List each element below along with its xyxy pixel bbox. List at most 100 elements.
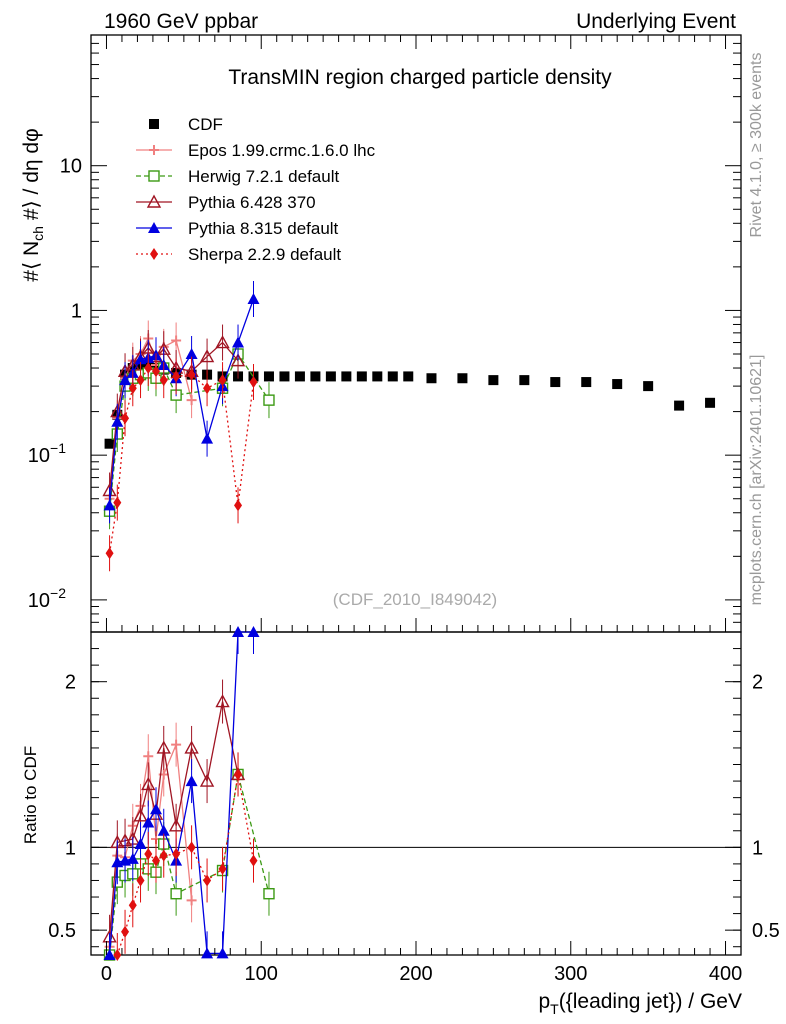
data-point-CDF [387,371,398,382]
data-point-Sherpa [128,382,137,395]
ratio-point-Sherpa [121,925,130,938]
data-point-CDF [372,371,383,382]
ratio-point-Pythia6 [215,694,230,708]
main-plot-title: TransMIN region charged particle density [228,66,612,89]
analysis-watermark: (CDF_2010_I849042) [333,590,497,609]
ratio-point-Pythia8 [150,803,162,815]
data-point-Pythia8 [232,336,245,348]
ratio-point-Pythia6 [199,773,215,787]
y-tick-label: 1 [71,300,82,322]
y-tick-exponent: −2 [50,585,66,601]
ratio-point-Sherpa [144,847,153,860]
data-point-CDF [294,371,305,382]
ratio-plot-frame [90,631,742,956]
legend: CDF Epos 1.99.crmc.1.6.0 lhc Herwig 7.2.1 … [136,115,376,264]
data-point-CDF [643,381,654,392]
data-point-Pythia6 [199,349,215,363]
data-point-Epos [186,395,197,406]
data-point-Sherpa [187,368,196,381]
data-point-Pythia8 [185,348,198,360]
data-point-Pythia6 [230,353,246,367]
ratio-plot-series [102,626,275,961]
data-point-CDF [426,373,437,384]
data-point-CDF [519,375,530,386]
ratio-point-Pythia8 [126,852,139,864]
ratio-point-Pythia6 [168,818,184,832]
data-point-Sherpa [218,374,227,387]
data-point-Sherpa [113,496,122,509]
ratio-y-tick-label-right: 2 [752,672,763,694]
data-point-Pythia8 [111,415,124,427]
ratio-point-Pythia8 [134,838,147,850]
ratio-point-Pythia8 [142,816,155,828]
ratio-y-tick-label-right: 1 [752,837,763,859]
ratio-y-tick-label: 2 [65,672,76,694]
ratio-point-Sherpa [113,949,122,961]
x-tick-label: 0 [101,963,112,985]
data-point-Sherpa [159,374,168,387]
header-right: Underlying Event [576,10,736,33]
legend-label-Sherpa: Sherpa 2.2.9 default [188,245,341,264]
x-tick-label: 400 [709,963,742,985]
ratio-line-Pythia6 [108,701,239,937]
data-point-Sherpa [121,412,130,425]
data-point-Pythia6 [215,335,230,349]
y-tick-label: 10−1 [28,440,66,467]
data-point-CDF [325,371,336,382]
legend-label-Epos: Epos 1.99.crmc.1.6.0 lhc [188,141,376,160]
legend-marker-Herwig [148,170,160,182]
ratio-point-Epos [171,739,182,750]
data-point-Sherpa [136,374,145,387]
ratio-point-Pythia6 [156,740,171,754]
legend-marker-Epos [149,145,159,155]
data-point-CDF [457,373,468,384]
legend-marker-Pythia8 [148,222,160,233]
y-tick-exponent: −1 [50,440,66,456]
legend-marker-Sherpa [150,248,158,260]
data-point-CDF [674,400,685,411]
legend-label-Herwig: Herwig 7.2.1 default [188,167,339,186]
ratio-point-Pythia8 [157,824,170,836]
ratio-point-Sherpa [187,841,196,854]
data-point-CDF [341,371,352,382]
ratio-y-tick-label-right: 0.5 [752,920,780,942]
ratio-y-axis-label: Ratio to CDF [21,746,40,844]
ratio-point-Pythia8 [232,626,245,637]
data-point-CDF [279,371,290,382]
ratio-point-Herwig [170,888,182,900]
rivet-version-label: Rivet 4.1.0, ≥ 300k events [748,53,765,238]
legend-label-Pythia6: Pythia 6.428 370 [188,193,316,212]
ratio-point-Pythia8 [216,947,229,959]
data-point-Epos [171,335,182,346]
legend-marker-CDF [149,119,159,129]
ratio-point-Pythia6 [133,808,148,822]
ratio-point-Pythia6 [141,776,156,791]
data-point-CDF [581,377,592,388]
series-line-Herwig [108,352,270,512]
data-point-CDF [403,371,414,382]
data-point-CDF [356,371,367,382]
data-point-Pythia8 [247,292,260,304]
data-point-Pythia8 [201,432,214,444]
main-y-axis-label: #⟨ Nch #⟩ / dη dφ [20,128,46,281]
data-point-Sherpa [203,382,212,395]
data-point-CDF [263,371,274,382]
ratio-point-Pythia8 [103,949,116,960]
legend-marker-Pythia6 [146,194,162,208]
legend-label-Pythia8: Pythia 8.315 default [188,219,339,238]
ratio-point-Epos [186,895,197,906]
mcplots-source-label: mcplots.cern.ch [arXiv:2401.10621] [748,355,765,606]
ratio-point-Sherpa [128,899,137,912]
data-point-Sherpa [172,370,181,383]
ratio-point-Epos [143,751,154,762]
ratio-point-Herwig [263,888,275,900]
x-tick-label: 200 [399,963,432,985]
data-point-CDF [705,397,716,408]
data-point-Herwig [263,394,275,406]
data-point-CDF [310,371,321,382]
data-point-CDF [612,379,623,390]
ratio-line-Herwig [108,774,270,956]
y-tick-label: 10 [60,156,82,178]
header-left: 1960 GeV ppbar [104,10,258,33]
